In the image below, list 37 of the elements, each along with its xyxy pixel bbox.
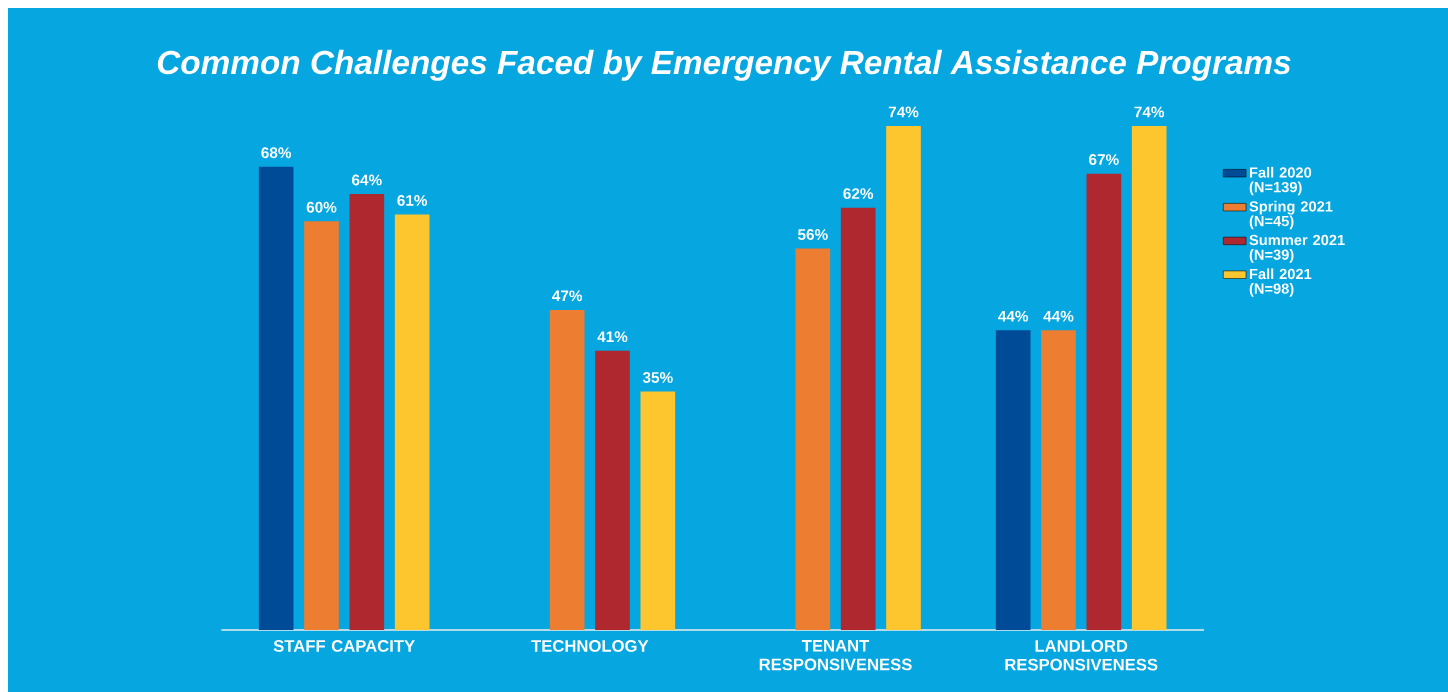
bar — [304, 221, 339, 630]
x-tick-label: LANDLORD RESPONSIVENESS — [1005, 640, 1158, 671]
data-label: 56% — [797, 229, 828, 240]
bar — [595, 350, 630, 630]
bar — [258, 166, 294, 630]
legend-label: Fall 2020 (N=139) — [1249, 166, 1312, 196]
data-label: 62% — [843, 188, 874, 200]
bar — [394, 214, 430, 630]
legend-label: Summer 2021 (N=39) — [1249, 234, 1345, 263]
data-label: 61% — [397, 194, 428, 206]
data-label: 35% — [642, 372, 673, 383]
data-label: 44% — [1043, 310, 1074, 322]
data-label: 60% — [306, 201, 337, 213]
legend-label: Fall 2021 (N=98) — [1249, 268, 1312, 297]
bar — [640, 391, 676, 630]
bar — [886, 126, 921, 630]
data-label: 64% — [352, 174, 382, 186]
data-label: 68% — [261, 147, 292, 159]
bar — [995, 330, 1031, 630]
data-label: 47% — [552, 290, 583, 302]
bar — [795, 248, 831, 630]
bar — [549, 309, 585, 630]
bar — [1086, 173, 1122, 630]
data-label: 44% — [998, 310, 1029, 322]
x-tick-label: TECHNOLOGY — [531, 640, 649, 652]
data-label: 67% — [1089, 154, 1119, 165]
x-tick-label: STAFF CAPACITY — [273, 640, 415, 652]
data-label: 74% — [1134, 106, 1165, 118]
legend-label: Spring 2021 (N=45) — [1249, 200, 1333, 230]
bar — [840, 207, 876, 630]
x-tick-label: TENANT RESPONSIVENESS — [759, 640, 912, 671]
data-label: 41% — [597, 331, 628, 343]
bar — [349, 194, 385, 630]
chart-title: Common Challenges Faced by Emergency Rental Assistance Programs — [157, 49, 1291, 81]
data-label: 74% — [888, 106, 919, 118]
bar — [1041, 330, 1076, 630]
bar — [1131, 126, 1167, 630]
